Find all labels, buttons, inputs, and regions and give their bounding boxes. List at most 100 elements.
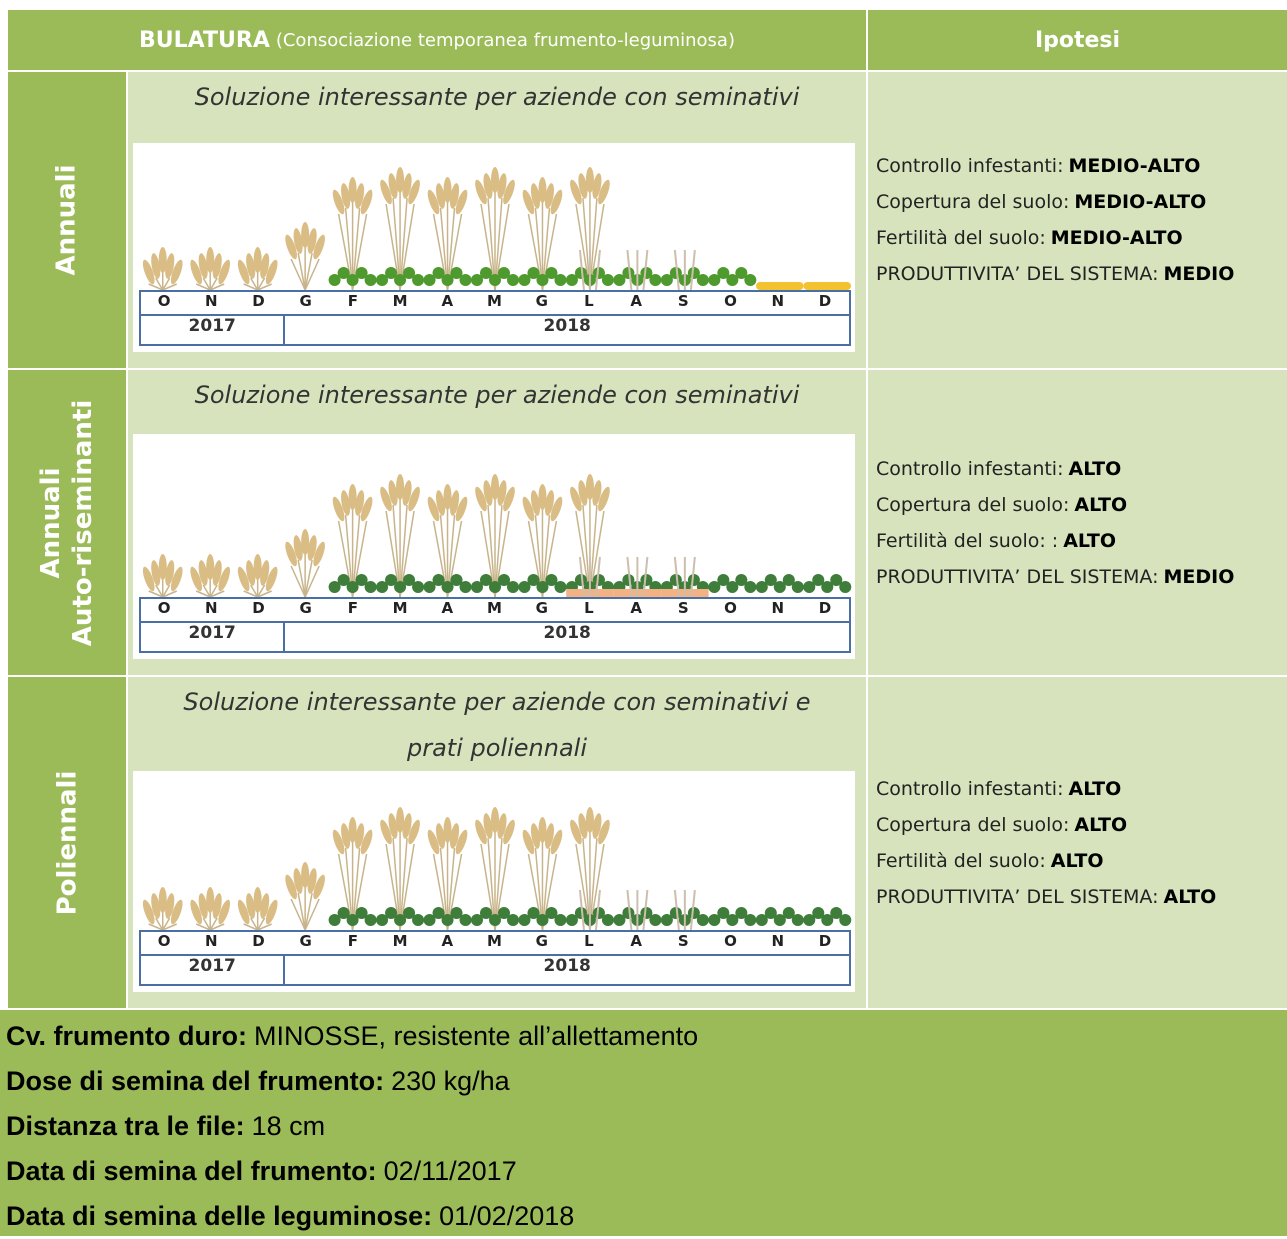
- header-title: BULATURA: [139, 28, 270, 53]
- month-label: O: [707, 599, 754, 621]
- footer-label: Data di semina delle leguminose:: [6, 1201, 432, 1231]
- hypothesis: PRODUTTIVITA’ DEL SISTEMA:ALTO: [876, 886, 1287, 908]
- page: BULATURA (Consociazione temporanea frumen…: [0, 0, 1287, 1236]
- hypothesis: Controllo infestanti:ALTO: [876, 778, 1287, 800]
- hypothesis: Controllo infestanti:ALTO: [876, 458, 1287, 480]
- footer-line: Cv. frumento duro:MINOSSE, resistente al…: [6, 1014, 1281, 1059]
- row-label-line: Annuali: [51, 164, 83, 275]
- hypothesis-value: ALTO: [1164, 886, 1217, 908]
- footer-value: 02/11/2017: [384, 1156, 517, 1186]
- row-label-line: Poliennali: [51, 770, 83, 915]
- month-label: A: [613, 292, 660, 314]
- hypothesis-value: ALTO: [1069, 778, 1122, 800]
- note-line: Soluzione interessante per aziende con s…: [128, 372, 866, 418]
- footer-line: Data di semina del frumento:02/11/2017: [6, 1149, 1281, 1194]
- row-body: Soluzione interessante per aziende con s…: [128, 370, 866, 675]
- hypothesis-value: MEDIO-ALTO: [1069, 155, 1201, 177]
- hypothesis: Fertilità del suolo: :ALTO: [876, 530, 1287, 552]
- month-label: S: [660, 599, 707, 621]
- month-label: N: [755, 932, 802, 954]
- row-body: Soluzione interessante per aziende con s…: [128, 677, 866, 1008]
- year-label: 2017: [141, 316, 285, 344]
- month-label: A: [424, 599, 471, 621]
- note-line: prati poliennali: [128, 725, 866, 771]
- hypothesis-value: MEDIO: [1164, 263, 1235, 285]
- row-body: Soluzione interessante per aziende con s…: [128, 72, 866, 368]
- hypothesis-label: Controllo infestanti:: [876, 778, 1064, 800]
- month-label: M: [377, 292, 424, 314]
- row-label-cell: Poliennali: [8, 677, 126, 1008]
- hypothesis-label: Fertilità del suolo: :: [876, 530, 1058, 552]
- month-label: M: [471, 599, 518, 621]
- month-label: G: [519, 292, 566, 314]
- month-label: M: [471, 292, 518, 314]
- hypothesis-label: Fertilità del suolo:: [876, 850, 1046, 872]
- month-label: A: [613, 599, 660, 621]
- hypothesis-label: Copertura del suolo:: [876, 191, 1069, 213]
- hypothesis-value: MEDIO-ALTO: [1074, 191, 1206, 213]
- month-label: D: [235, 599, 282, 621]
- footer-line: Dose di semina del frumento:230 kg/ha: [6, 1059, 1281, 1104]
- month-label: S: [660, 292, 707, 314]
- header-right: Ipotesi: [1035, 28, 1120, 53]
- footer: Cv. frumento duro:MINOSSE, resistente al…: [0, 1010, 1287, 1236]
- footer-label: Cv. frumento duro:: [6, 1021, 247, 1051]
- month-label: L: [566, 599, 613, 621]
- month-label: D: [235, 292, 282, 314]
- footer-value: 18 cm: [252, 1111, 326, 1141]
- header-subtitle: (Consociazione temporanea frumento-legum…: [276, 30, 735, 51]
- month-label: N: [188, 292, 235, 314]
- hypothesis: Copertura del suolo:MEDIO-ALTO: [876, 191, 1287, 213]
- footer-value: 01/02/2018: [439, 1201, 574, 1231]
- month-label: N: [188, 599, 235, 621]
- hypothesis-label: Copertura del suolo:: [876, 494, 1069, 516]
- year-label: 2017: [141, 956, 285, 984]
- month-label: D: [235, 932, 282, 954]
- footer-line: Data di semina delle leguminose:01/02/20…: [6, 1194, 1281, 1239]
- month-label: G: [283, 932, 330, 954]
- hypothesis: Fertilità del suolo:ALTO: [876, 850, 1287, 872]
- month-label: F: [330, 292, 377, 314]
- hypothesis-value: ALTO: [1074, 494, 1127, 516]
- year-label: 2018: [285, 316, 849, 344]
- note-line: Soluzione interessante per aziende con s…: [128, 74, 866, 120]
- row-label-line: Annuali: [35, 399, 67, 645]
- month-label: M: [377, 599, 424, 621]
- month-label: G: [519, 932, 566, 954]
- month-label: N: [755, 292, 802, 314]
- month-label: O: [141, 932, 188, 954]
- hypothesis-value: MEDIO: [1164, 566, 1235, 588]
- hypothesis-label: Controllo infestanti:: [876, 458, 1064, 480]
- month-label: S: [660, 932, 707, 954]
- footer-value: MINOSSE, resistente all’allettamento: [254, 1021, 698, 1051]
- month-label: D: [802, 932, 849, 954]
- year-label: 2018: [285, 956, 849, 984]
- hypothesis-value: ALTO: [1069, 458, 1122, 480]
- row-label: Annuali: [51, 164, 83, 275]
- header-cell: Ipotesi: [868, 10, 1287, 70]
- row-note: Soluzione interessante per aziende con s…: [128, 370, 866, 434]
- month-label: N: [188, 932, 235, 954]
- footer-value: 230 kg/ha: [391, 1066, 510, 1096]
- hypothesis-label: Copertura del suolo:: [876, 814, 1069, 836]
- month-label: G: [283, 599, 330, 621]
- hypothesis: Controllo infestanti:MEDIO-ALTO: [876, 155, 1287, 177]
- hypothesis: Fertilità del suolo:MEDIO-ALTO: [876, 227, 1287, 249]
- header-cell: BULATURA (Consociazione temporanea frumen…: [8, 10, 866, 70]
- month-label: A: [424, 292, 471, 314]
- hypothesis: Copertura del suolo:ALTO: [876, 494, 1287, 516]
- hypothesis-value: ALTO: [1051, 850, 1104, 872]
- row-note: Soluzione interessante per aziende con s…: [128, 72, 866, 143]
- hypothesis-label: PRODUTTIVITA’ DEL SISTEMA:: [876, 886, 1159, 908]
- hypothesis-value: MEDIO-ALTO: [1051, 227, 1183, 249]
